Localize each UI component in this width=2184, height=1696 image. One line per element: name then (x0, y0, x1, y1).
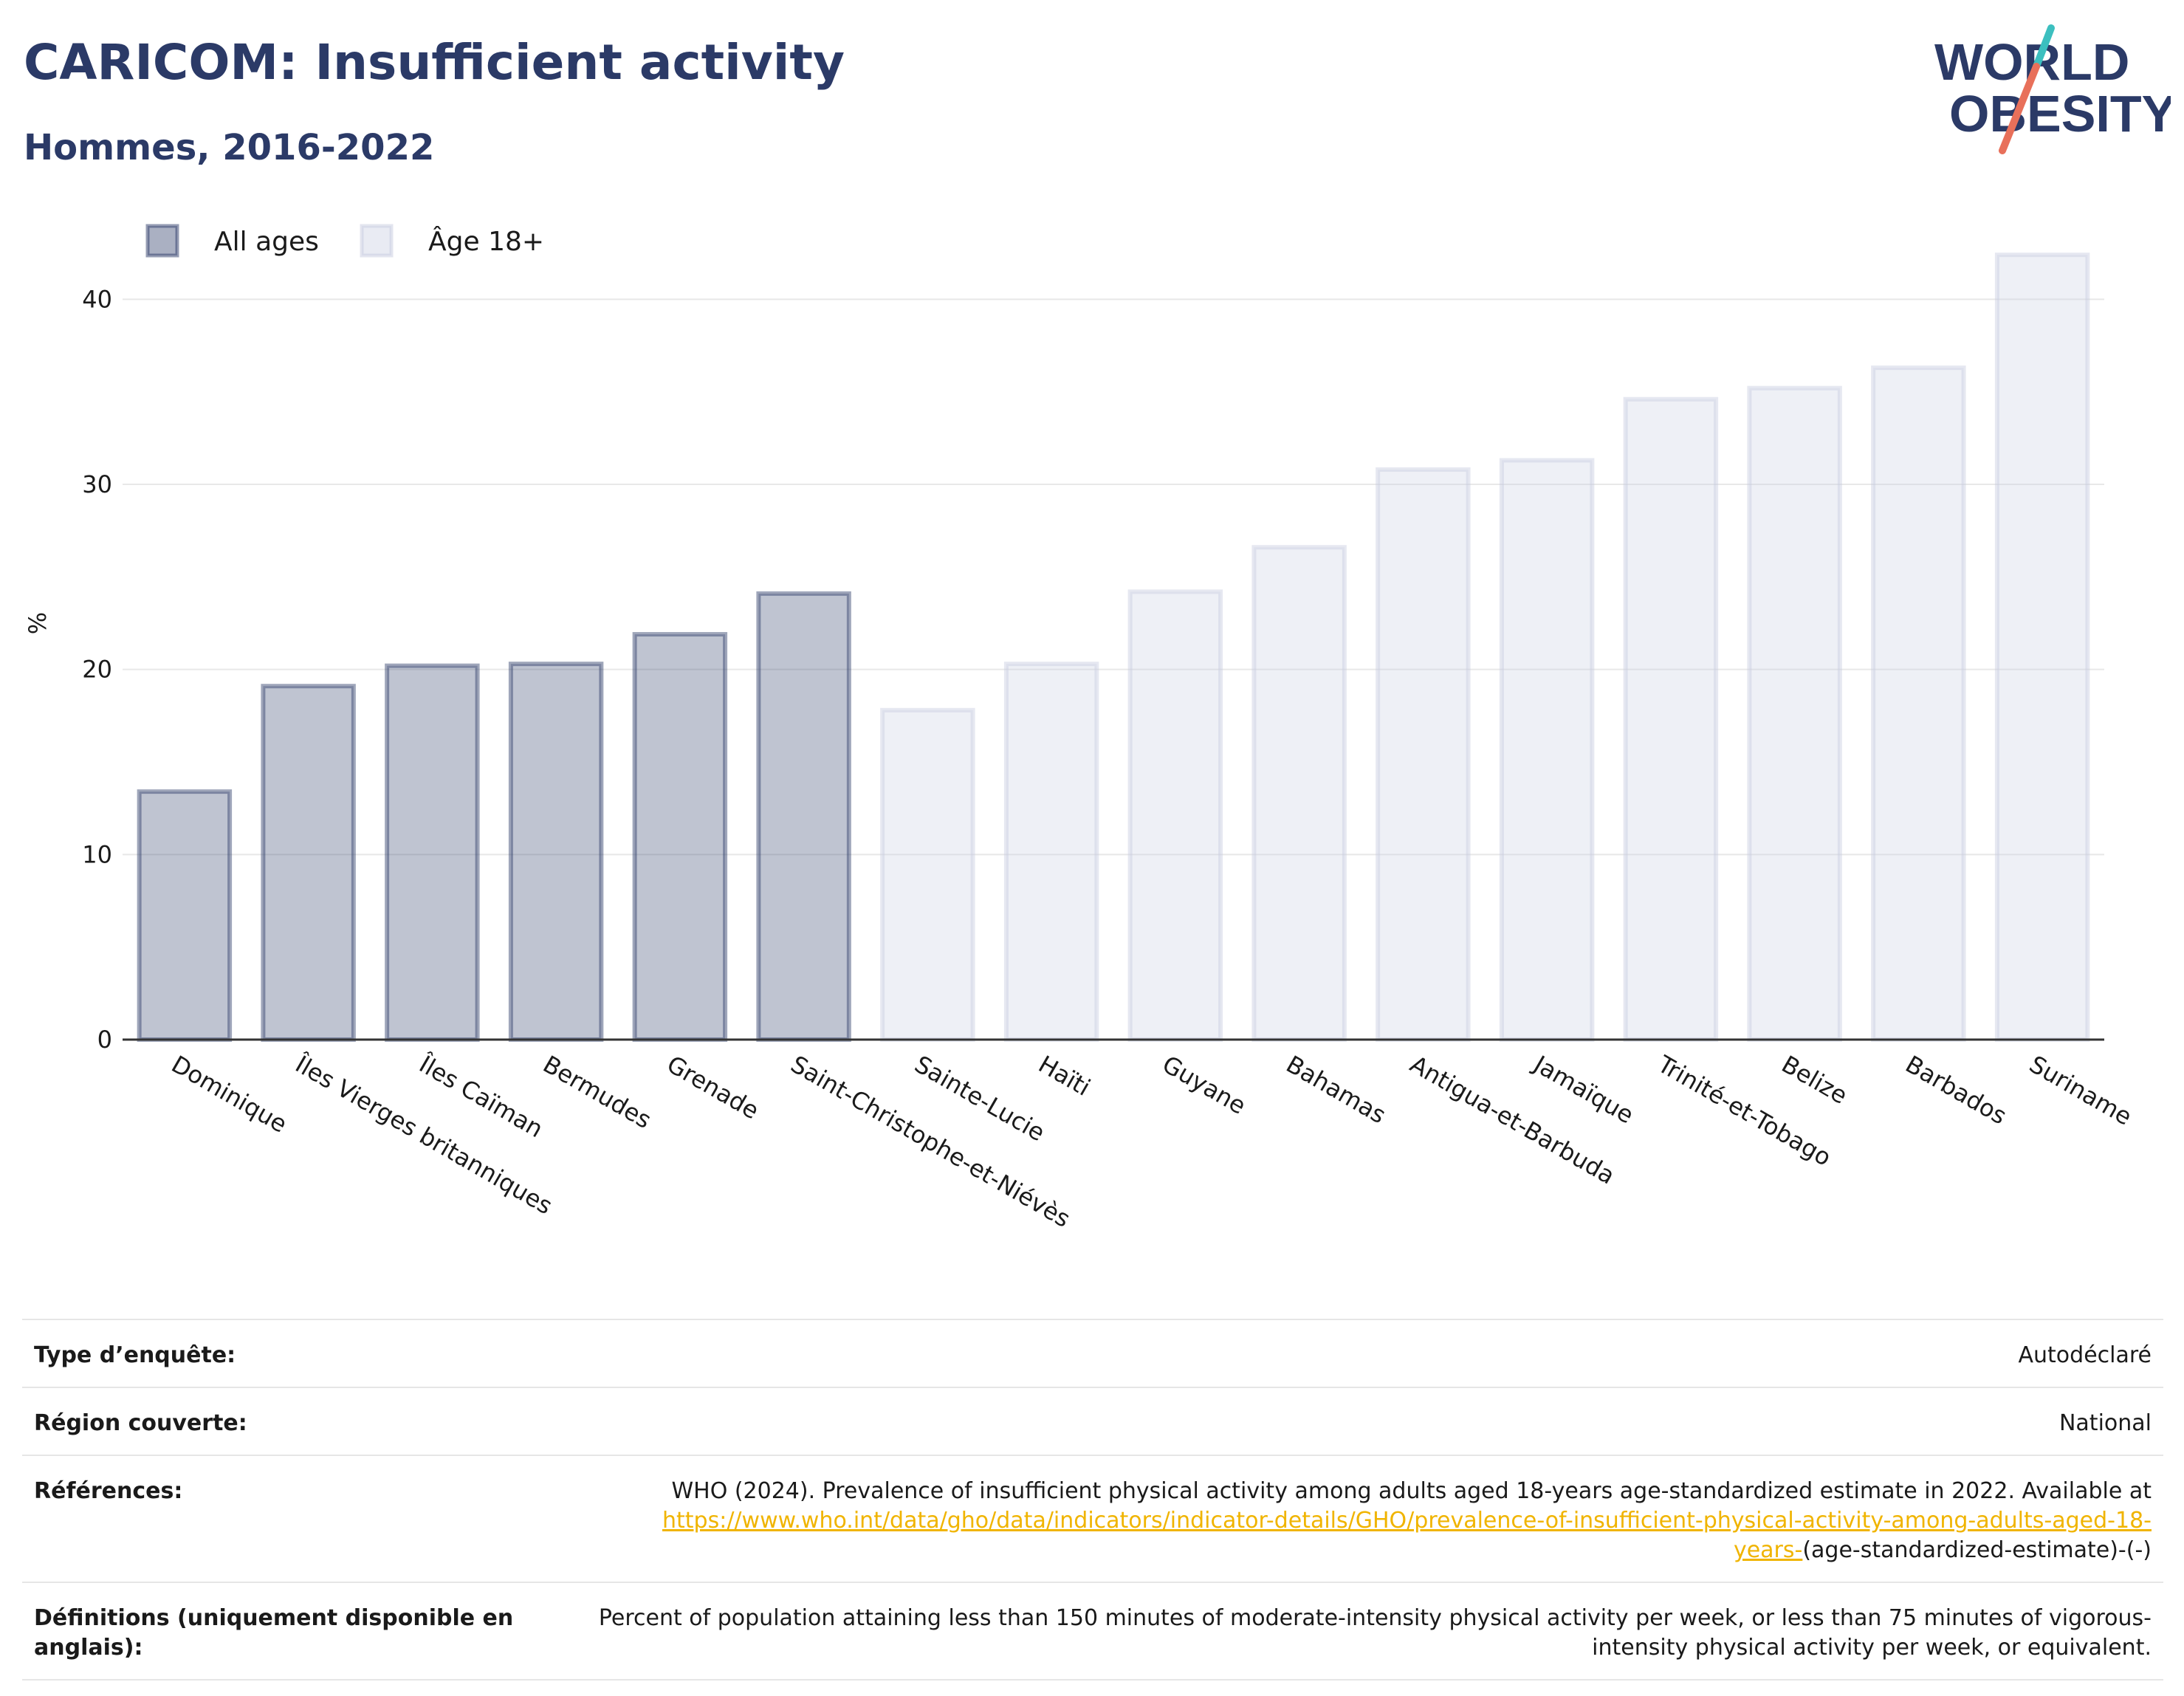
definitions-label: Définitions (uniquement disponible en an… (34, 1605, 514, 1661)
bar-chart: All ages Âge 18+ 0 10 20 30 40 DominiqueÎles … (24, 224, 2137, 1233)
bar (261, 684, 356, 1043)
y-tick-label: 0 (97, 1026, 112, 1054)
x-tick-label: Bermudes (538, 1050, 656, 1134)
bar (632, 632, 728, 1042)
x-tick-label: Jamaïque (1528, 1049, 1638, 1129)
region-label: Région couverte: (34, 1410, 247, 1436)
y-tick-label: 40 (82, 285, 112, 313)
references-text-after: (age-standardized-estimate)-(-) (1802, 1537, 2152, 1563)
x-tick-label: Grenade (662, 1050, 763, 1125)
bar (137, 789, 233, 1043)
y-tick-label: 20 (82, 656, 112, 684)
x-tick-label: Dominique (167, 1050, 292, 1139)
legend-swatch (145, 224, 179, 258)
y-axis-ticks: 0 10 20 30 40 (82, 285, 112, 1054)
bar (756, 591, 851, 1042)
survey-type-label: Type d’enquête: (34, 1342, 236, 1368)
x-tick-label: Suriname (2025, 1050, 2137, 1131)
chart-title: CARICOM: Insufficient activity (24, 34, 845, 91)
bar (1623, 396, 1719, 1042)
bars (137, 253, 2090, 1043)
logo-slash-teal (2033, 24, 2055, 70)
legend-swatch (360, 224, 394, 258)
legend-label: All ages (214, 227, 319, 257)
bar (508, 662, 604, 1042)
references-value: WHO (2024). Prevalence of insufficient p… (595, 1477, 2152, 1565)
gridlines (123, 298, 2104, 856)
bar (1871, 365, 1966, 1042)
bar (1994, 253, 2090, 1042)
region-value: National (2058, 1410, 2152, 1436)
info-row-references: Références: WHO (2024). Prevalence of in… (22, 1456, 2163, 1583)
bar (1747, 385, 1842, 1042)
bar (385, 663, 480, 1042)
references-link[interactable]: https://www.who.int/data/gho/data/indica… (662, 1508, 2152, 1563)
survey-type-value: Autodéclaré (2018, 1342, 2152, 1368)
bar (1499, 458, 1595, 1042)
references-label: Références: (34, 1478, 183, 1504)
y-axis-label: % (24, 612, 52, 634)
x-tick-label: Bahamas (1282, 1050, 1391, 1129)
x-tick-label: Barbados (1900, 1050, 2011, 1130)
references-text: WHO (2024). Prevalence of insufficient p… (671, 1478, 2152, 1504)
world-obesity-logo: WORLD OBESITY (1934, 24, 2171, 154)
y-tick-label: 30 (82, 470, 112, 498)
logo-slash-coral (1999, 63, 2040, 154)
x-tick-label: Guyane (1158, 1050, 1251, 1120)
legend-label: Âge 18+ (428, 226, 544, 257)
bar (1251, 545, 1347, 1042)
info-row-survey-type: Type d’enquête: Autodéclaré (22, 1320, 2163, 1388)
info-table: Type d’enquête: Autodéclaré Région couve… (22, 1319, 2163, 1680)
definitions-value: Percent of population attaining less tha… (598, 1605, 2152, 1661)
legend: All ages Âge 18+ (145, 224, 544, 258)
bar (880, 707, 975, 1043)
info-row-definitions: Définitions (uniquement disponible en an… (22, 1583, 2163, 1680)
bar (1127, 589, 1223, 1042)
x-tick-label: Haïti (1034, 1050, 1095, 1102)
bar (1003, 662, 1099, 1042)
chart-subtitle: Hommes, 2016-2022 (24, 127, 435, 168)
x-tick-label: Antigua-et-Barbuda (1405, 1050, 1619, 1190)
x-tick-label: Belize (1777, 1050, 1852, 1110)
logo-line2: OBESITY (1949, 85, 2171, 143)
bar (1376, 467, 1471, 1042)
y-tick-label: 10 (82, 840, 112, 868)
info-row-region: Région couverte: National (22, 1388, 2163, 1456)
